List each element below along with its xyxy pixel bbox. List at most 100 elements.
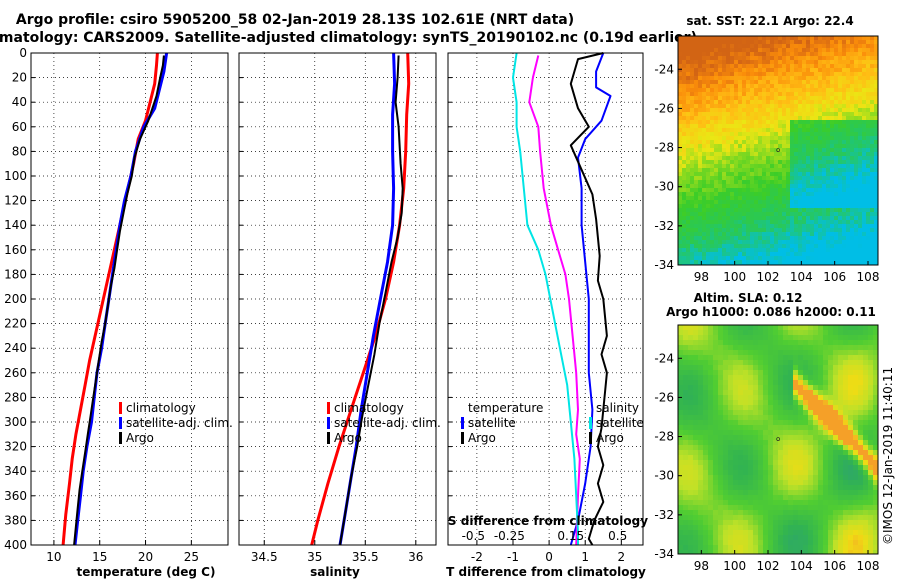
map-cell [838,156,843,161]
y-tick-label: 400 [4,538,27,552]
map-cell [698,500,704,506]
map-cell [768,390,774,396]
map-cell [694,124,699,129]
map-cell [690,176,695,181]
map-cell [766,140,771,145]
map-cell [703,420,709,426]
map-x-tick-label: 102 [757,270,780,284]
map-cell [788,385,794,391]
map-cell [826,240,831,245]
map-cell [738,140,743,145]
map-cell [678,172,683,177]
map-cell [718,76,723,81]
map-cell [694,172,699,177]
map-cell [868,435,874,441]
map-y-tick-label: -26 [654,390,674,404]
map-cell [682,44,687,49]
map-cell [866,120,871,125]
map-cell [802,52,807,57]
map-cell [703,360,709,366]
map-cell [793,350,799,356]
map-cell [702,104,707,109]
map-cell [833,510,839,516]
map-cell [754,160,759,165]
map-cell [698,435,704,441]
map-cell [846,216,851,221]
map-cell [818,395,824,401]
map-cell [754,204,759,209]
map-cell [694,212,699,217]
map-cell [703,435,709,441]
map-cell [718,520,724,526]
map-cell [778,44,783,49]
map-cell [770,96,775,101]
map-cell [802,36,807,41]
map-cell [826,212,831,217]
map-cell [868,545,874,551]
map-cell [843,395,849,401]
map-cell [713,375,719,381]
map-cell [703,395,709,401]
map-cell [850,52,855,57]
map-cell [854,104,859,109]
map-cell [742,172,747,177]
map-cell [770,200,775,205]
map-cell [814,40,819,45]
map-cell [718,425,724,431]
map-cell [798,500,804,506]
map-cell [842,224,847,229]
map-cell [763,395,769,401]
map-cell [814,72,819,77]
map-cell [710,80,715,85]
map-cell [793,455,799,461]
x-tick-label: -2 [471,550,483,564]
map-cell [783,525,789,531]
map-cell [693,370,699,376]
map-cell [710,172,715,177]
map-cell [713,325,719,331]
map-cell [866,60,871,65]
map-cell [793,510,799,516]
map-cell [868,360,874,366]
map-cell [858,180,863,185]
map-cell [702,76,707,81]
map-cell [808,385,814,391]
map-cell [810,184,815,189]
map-cell [823,535,829,541]
map-cell [763,460,769,466]
map-cell [803,460,809,466]
map-cell [748,335,754,341]
map-cell [708,465,714,471]
map-cell [828,550,834,554]
map-cell [730,108,735,113]
map-cell [753,545,759,551]
map-cell [690,232,695,237]
map-cell [810,56,815,61]
map-cell [798,104,803,109]
map-cell [793,480,799,486]
map-cell [868,370,874,376]
map-cell [810,52,815,57]
map-cell [846,92,851,97]
map-cell [690,228,695,233]
map-cell [713,370,719,376]
map-cell [806,168,811,173]
map-cell [683,340,689,346]
map-cell [798,400,804,406]
map-cell [726,156,731,161]
map-cell [722,220,727,225]
map-cell [818,450,824,456]
map-cell [730,248,735,253]
map-cell [766,188,771,193]
map-cell [834,104,839,109]
map-cell [862,164,867,169]
map-cell [686,128,691,133]
map-cell [810,40,815,45]
map-x-tick-label: 104 [790,559,813,573]
map-cell [790,60,795,65]
map-cell [783,430,789,436]
map-cell [703,335,709,341]
map-cell [768,540,774,546]
map-cell [873,430,878,436]
map-cell [790,144,795,149]
